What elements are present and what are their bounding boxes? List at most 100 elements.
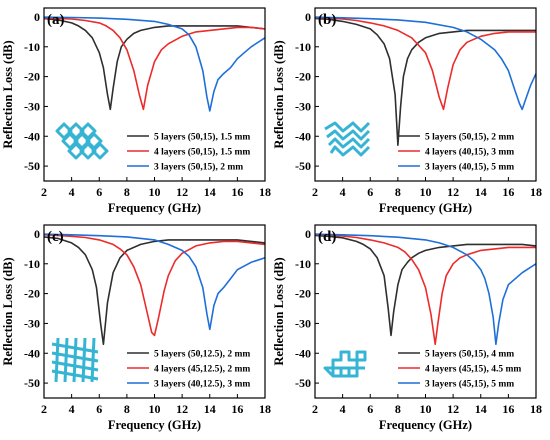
series-line-3 [315, 233, 536, 346]
series-line-1 [315, 17, 536, 146]
chart-panel-1: 2 4 6 8 10 12 14 16 18 0 -10 -20 -30 -40 -50 Frequency … [1, 7, 271, 215]
plot-frame [43, 7, 266, 182]
x-axis-title: Frequency (GHz) [108, 418, 201, 432]
x-tick-label: 14 [475, 185, 487, 199]
x-tick-label: 2 [312, 185, 318, 199]
x-tick-label: 2 [312, 402, 318, 416]
x-axis-title: Frequency (GHz) [379, 201, 472, 215]
chart-panel-3: 2 4 6 8 10 12 14 16 18 0 -10 -20 -30 -40 -50 Frequency … [1, 224, 271, 432]
lattice-strand [90, 337, 96, 383]
zigzag-lattice-icon [324, 121, 371, 157]
x-tick-label: 12 [447, 402, 459, 416]
y-tick-label: -40 [295, 346, 311, 360]
y-axis-title: Reflection Loss (dB) [1, 40, 15, 148]
legend-label-1: 5 layers (50,15), 2 mm [425, 132, 514, 143]
y-tick-label: -50 [24, 159, 40, 173]
x-tick-label: 18 [259, 402, 271, 416]
x-axis-title: Frequency (GHz) [108, 201, 201, 215]
y-tick-label: -20 [24, 70, 40, 84]
x-tick-label: 8 [395, 402, 401, 416]
y-tick-label: -40 [24, 346, 40, 360]
y-tick-label: -10 [24, 40, 40, 54]
series-line-1 [44, 236, 265, 346]
y-tick-label: 0 [305, 10, 311, 24]
legend-label-2: 4 layers (50,15), 1.5 mm [154, 147, 250, 158]
lattice-strand [81, 337, 87, 383]
y-axis-title: Reflection Loss (dB) [272, 257, 286, 365]
x-tick-label: 4 [340, 185, 346, 199]
grid-lattice-icon [55, 122, 109, 160]
x-tick-label: 6 [367, 402, 373, 416]
y-axis-title: Reflection Loss (dB) [1, 257, 15, 365]
y-tick-label: 0 [34, 227, 40, 241]
series-line-1 [44, 17, 265, 111]
legend-label-2: 4 layers (45,12.5), 2 mm [154, 364, 250, 375]
x-tick-label: 10 [420, 185, 432, 199]
series-line-3 [44, 16, 265, 112]
lattice-zigzag [324, 121, 371, 133]
lattice-cell [323, 350, 367, 378]
x-tick-label: 12 [176, 185, 188, 199]
x-tick-label: 14 [204, 402, 216, 416]
legend-label-2: 4 layers (45,15), 4.5 mm [425, 364, 521, 375]
y-tick-label: -30 [295, 316, 311, 330]
panel-label: (d) [318, 229, 336, 245]
y-tick-label: -40 [24, 129, 40, 143]
x-tick-label: 8 [124, 185, 130, 199]
lattice-cell [91, 142, 109, 160]
x-tick-label: 6 [96, 402, 102, 416]
chart-panel-2: 2 4 6 8 10 12 14 16 18 0 -10 -20 -30 -40 -50 Frequency … [272, 7, 542, 215]
y-tick-label: -50 [24, 376, 40, 390]
woven-lattice-icon [51, 337, 99, 383]
lattice-zigzag [329, 145, 371, 157]
x-tick-label: 8 [395, 185, 401, 199]
y-tick-label: -50 [295, 376, 311, 390]
legend-label-1: 5 layers (50,15), 1.5 mm [154, 132, 250, 143]
series-line-2 [44, 17, 265, 111]
x-tick-label: 18 [530, 185, 542, 199]
x-tick-label: 4 [340, 402, 346, 416]
lattice-strand [63, 337, 69, 383]
x-tick-label: 18 [530, 402, 542, 416]
legend-label-1: 5 layers (50,12.5), 2 mm [154, 349, 250, 360]
y-tick-label: -40 [295, 129, 311, 143]
x-tick-label: 6 [96, 185, 102, 199]
x-tick-label: 16 [502, 402, 514, 416]
x-tick-label: 16 [231, 402, 243, 416]
y-tick-label: -10 [295, 257, 311, 271]
y-tick-label: -20 [24, 287, 40, 301]
plot-frame [314, 7, 537, 182]
y-tick-label: -20 [295, 287, 311, 301]
x-tick-label: 2 [41, 185, 47, 199]
legend-label-3: 3 layers (40,12.5), 3 mm [154, 379, 250, 390]
x-tick-label: 12 [176, 402, 188, 416]
legend-label-2: 4 layers (40,15), 3 mm [425, 147, 514, 158]
lattice-cell [333, 366, 365, 378]
y-axis-title: Reflection Loss (dB) [272, 40, 286, 148]
lattice-strand [54, 337, 60, 383]
x-tick-label: 18 [259, 185, 271, 199]
x-tick-label: 10 [149, 402, 161, 416]
x-tick-label: 10 [420, 402, 432, 416]
x-tick-label: 4 [69, 185, 75, 199]
series-line-2 [315, 16, 536, 111]
x-tick-label: 14 [204, 185, 216, 199]
x-tick-label: 16 [231, 185, 243, 199]
y-tick-label: -50 [295, 159, 311, 173]
y-tick-label: -30 [24, 316, 40, 330]
y-tick-label: 0 [34, 10, 40, 24]
x-tick-label: 6 [367, 185, 373, 199]
x-tick-label: 10 [149, 185, 161, 199]
series-line-3 [315, 16, 536, 111]
x-tick-label: 2 [41, 402, 47, 416]
x-tick-label: 14 [475, 402, 487, 416]
x-tick-label: 4 [69, 402, 75, 416]
series-line-3 [44, 233, 265, 331]
y-tick-label: -30 [295, 99, 311, 113]
lattice-zigzag [326, 129, 371, 141]
y-tick-label: -10 [24, 257, 40, 271]
panel-label: (c) [47, 229, 64, 245]
lattice-zigzag [327, 137, 371, 149]
chart-panel-4: 2 4 6 8 10 12 14 16 18 0 -10 -20 -30 -40 -50 Frequency … [272, 224, 542, 432]
